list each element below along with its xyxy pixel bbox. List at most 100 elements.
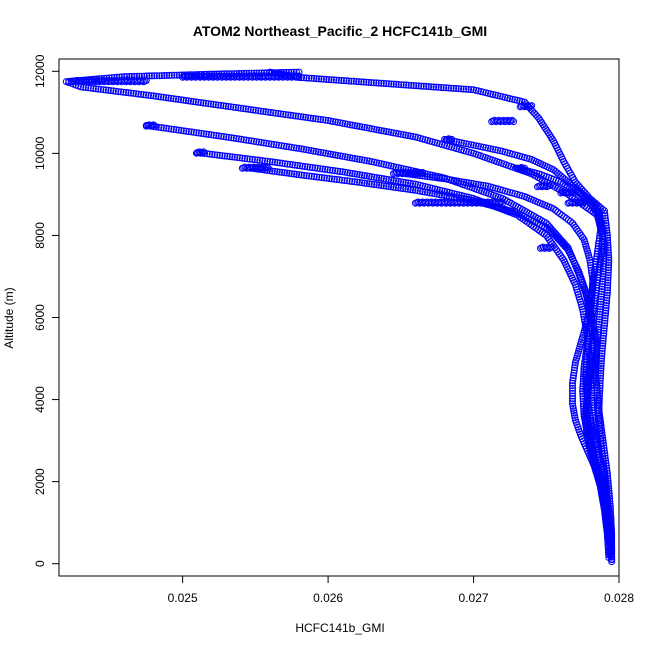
data-point <box>605 549 612 556</box>
data-point <box>94 85 102 93</box>
data-point <box>172 126 180 134</box>
data-point <box>275 141 283 149</box>
y-tick-label: 0 <box>33 560 47 567</box>
data-point <box>433 174 441 182</box>
data-point <box>185 97 192 105</box>
data-point <box>590 430 598 438</box>
data-point <box>377 174 385 182</box>
data-point <box>510 118 517 126</box>
data-point <box>284 160 291 168</box>
data-point <box>312 115 320 123</box>
data-point <box>599 437 607 445</box>
data-point <box>300 145 308 153</box>
data-point <box>424 173 431 181</box>
data-point <box>317 75 325 83</box>
data-point <box>571 188 579 196</box>
data-point <box>356 155 364 163</box>
data-point <box>253 156 261 164</box>
data-point <box>204 100 212 108</box>
data-point <box>605 261 613 269</box>
data-point <box>588 422 596 430</box>
data-point <box>596 261 604 269</box>
data-point <box>569 389 576 397</box>
data-point <box>604 269 612 277</box>
data-point <box>290 170 298 178</box>
data-point <box>358 171 366 179</box>
data-point <box>185 128 193 136</box>
data-point <box>598 432 606 439</box>
data-point <box>382 128 390 135</box>
data-point <box>209 100 217 108</box>
data-point <box>308 74 315 82</box>
data-point <box>150 92 157 100</box>
data-point <box>588 284 596 292</box>
data-point <box>330 76 338 84</box>
data-point <box>593 342 601 350</box>
data-point <box>205 130 213 138</box>
data-point <box>241 155 249 162</box>
data-point <box>167 125 175 133</box>
data-point <box>450 177 458 184</box>
data-point <box>442 84 450 92</box>
data-point <box>450 84 458 92</box>
data-point <box>545 182 553 190</box>
data-point <box>348 121 356 129</box>
data-point <box>377 127 385 135</box>
data-point <box>587 417 595 425</box>
data-point <box>588 287 596 295</box>
data-point <box>579 199 587 207</box>
data-point <box>160 124 168 132</box>
data-point <box>583 384 590 392</box>
data-point <box>596 458 604 466</box>
data-point <box>596 303 604 311</box>
data-point <box>583 356 591 364</box>
data-point <box>342 77 350 85</box>
data-point <box>189 98 197 106</box>
data-point <box>238 154 246 162</box>
data-point <box>394 177 402 185</box>
data-point <box>571 364 579 372</box>
data-point <box>194 98 202 106</box>
data-point <box>370 173 378 181</box>
data-point <box>320 174 328 182</box>
data-point <box>236 154 244 162</box>
data-point <box>588 271 596 279</box>
data-point <box>257 139 265 146</box>
data-point <box>402 185 410 193</box>
data-point <box>301 163 309 170</box>
data-point <box>99 86 107 94</box>
data-point <box>409 133 417 140</box>
data-point <box>289 161 296 169</box>
data-point <box>598 248 605 256</box>
data-point <box>428 173 436 181</box>
data-point <box>385 80 393 88</box>
data-point <box>592 350 600 358</box>
data-point <box>375 79 383 87</box>
data-point <box>428 189 436 197</box>
data-point <box>452 85 460 92</box>
data-point <box>599 434 607 442</box>
data-point <box>220 133 228 141</box>
data-point <box>227 134 235 142</box>
data-point <box>569 382 576 390</box>
data-point <box>314 164 322 172</box>
data-point <box>604 274 612 282</box>
data-point <box>569 384 576 392</box>
data-point <box>358 123 366 131</box>
data-point <box>362 78 370 86</box>
data-point <box>339 168 347 176</box>
data-point <box>168 71 176 79</box>
data-point <box>596 305 604 313</box>
data-point <box>287 111 295 119</box>
data-point <box>550 231 558 239</box>
data-point <box>251 156 259 164</box>
data-point <box>365 78 373 86</box>
data-point <box>368 158 376 166</box>
data-point <box>385 183 393 190</box>
data-point <box>284 111 292 119</box>
data-point <box>595 315 603 323</box>
data-point <box>242 105 250 113</box>
data-point <box>336 152 344 160</box>
data-point <box>373 181 381 189</box>
data-point <box>597 253 605 261</box>
